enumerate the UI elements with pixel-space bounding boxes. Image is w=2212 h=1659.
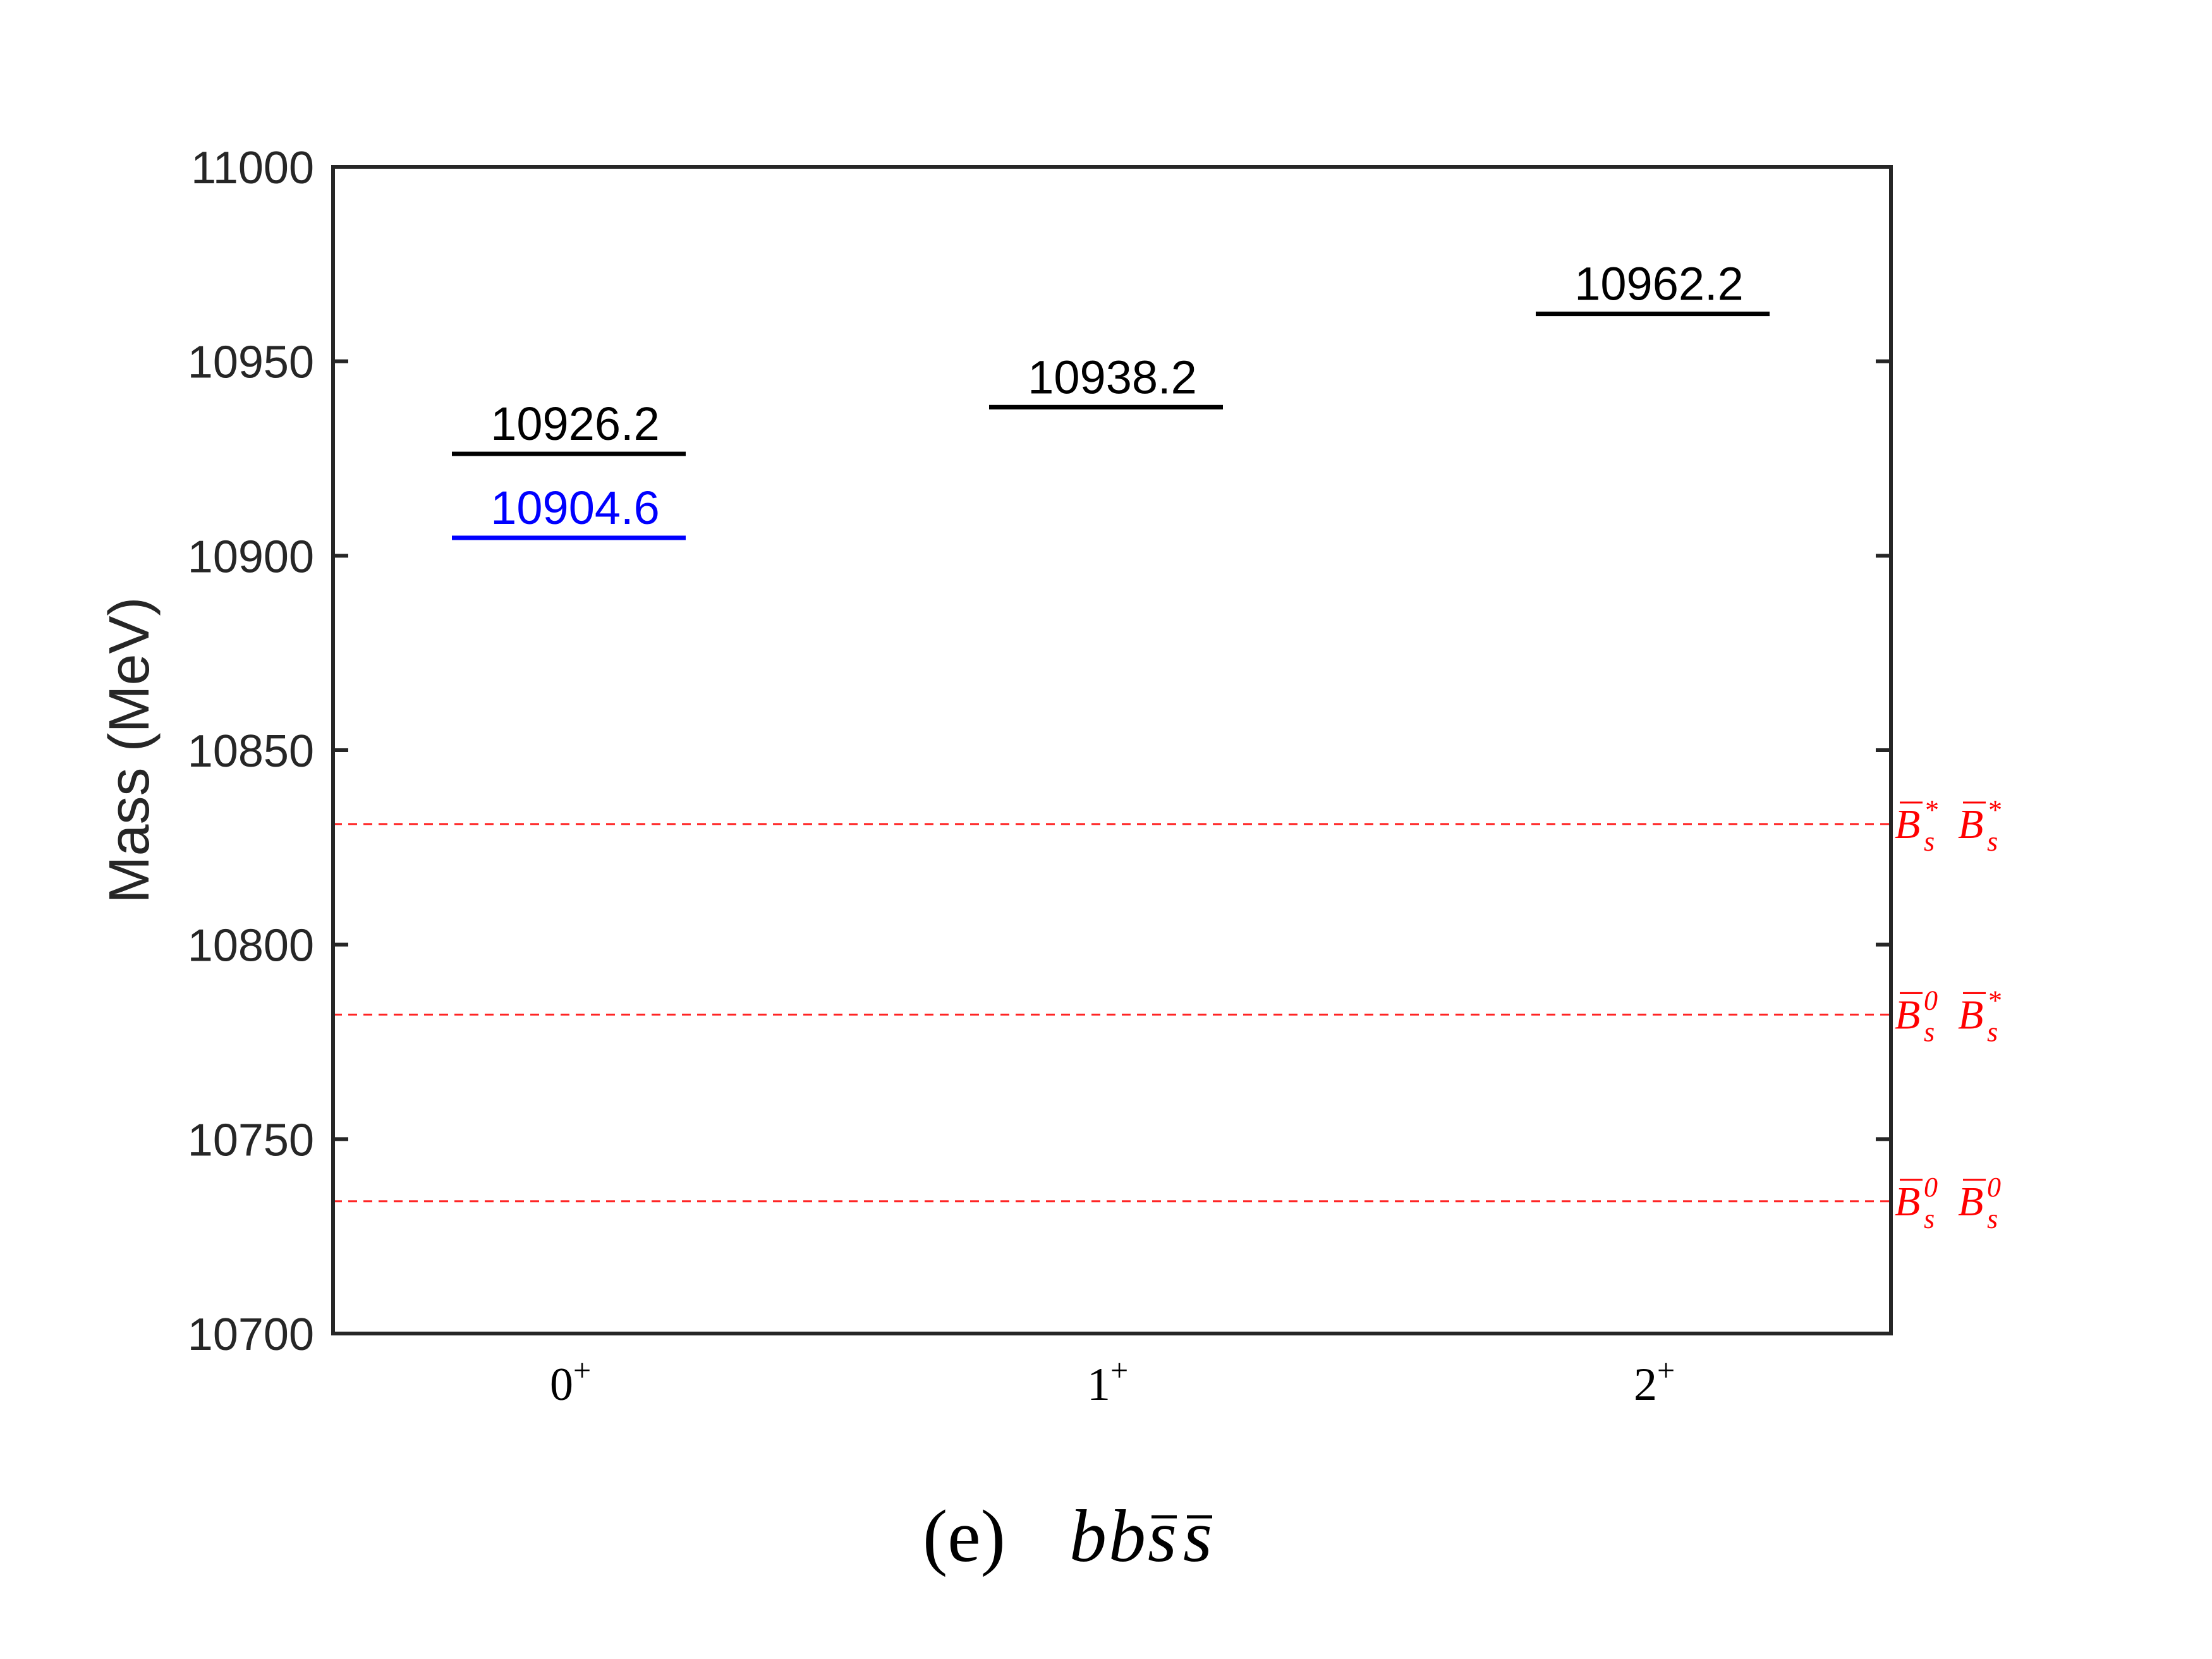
threshold-label-base: B xyxy=(1895,801,1920,848)
threshold-label-base: B xyxy=(1958,801,1983,848)
threshold-lines xyxy=(333,823,1891,1203)
threshold-label-sup: 0 xyxy=(1987,1172,2001,1203)
threshold-label-sub: s xyxy=(1924,826,1935,857)
figure-caption: (e) b b s s xyxy=(923,1495,1212,1577)
level-lines: 10926.2 10904.6 10938.2 10962.2 xyxy=(452,258,1770,540)
y-tick-label: 10700 xyxy=(188,1310,314,1360)
threshold-label: B 0s B 0s xyxy=(1895,1172,2001,1234)
x-axis-category-labels: 0+ 1+ 2+ xyxy=(550,1352,1675,1411)
plot-area-frame xyxy=(331,165,1893,1335)
level-value-label: 10904.6 xyxy=(490,482,660,534)
threshold-label: B 0s B *s xyxy=(1895,985,2001,1047)
level-value-label: 10926.2 xyxy=(490,398,660,450)
threshold-label-sup: * xyxy=(1924,794,1938,825)
threshold-labels: B *s B *sB 0s B *sB 0s B 0s xyxy=(1895,794,2001,1234)
threshold-label-sub: s xyxy=(1924,1203,1935,1234)
threshold-label-sup: 0 xyxy=(1924,985,1938,1016)
threshold-label-base: B xyxy=(1895,992,1920,1038)
threshold-label-sup: * xyxy=(1987,985,2001,1016)
caption-symbol: b xyxy=(1109,1495,1146,1577)
y-tick-label: 10750 xyxy=(188,1115,314,1165)
y-tick-label: 10900 xyxy=(188,532,314,582)
threshold-label: B *s B *s xyxy=(1895,794,2001,857)
level-value-label: 10962.2 xyxy=(1574,258,1744,310)
y-tick-label: 11000 xyxy=(191,143,314,193)
y-tick-label: 10850 xyxy=(188,726,314,777)
level-value-label: 10938.2 xyxy=(1028,351,1197,403)
threshold-label-sub: s xyxy=(1987,1203,1998,1234)
threshold-label-sub: s xyxy=(1987,1016,1998,1047)
y-tick-label: 10950 xyxy=(188,337,314,388)
y-axis-label: Mass (MeV) xyxy=(98,597,161,903)
y-tick-label: 10800 xyxy=(188,921,314,971)
caption-prefix: (e) xyxy=(923,1495,1006,1577)
threshold-label-sub: s xyxy=(1924,1016,1935,1047)
caption-symbol: s xyxy=(1183,1495,1212,1577)
caption-symbol: b xyxy=(1069,1495,1107,1577)
threshold-label-sup: * xyxy=(1987,794,2001,825)
x-category-label: 1+ xyxy=(1087,1352,1128,1411)
y-axis-ticks: 10700 10750 10800 10850 10900 10950 11000 xyxy=(188,143,1891,1360)
x-category-label: 2+ xyxy=(1634,1352,1675,1411)
x-category-label: 0+ xyxy=(550,1352,591,1411)
threshold-label-base: B xyxy=(1895,1179,1920,1225)
threshold-label-sub: s xyxy=(1987,826,1998,857)
threshold-label-base: B xyxy=(1958,1179,1983,1225)
threshold-label-sup: 0 xyxy=(1924,1172,1938,1203)
caption-symbol: s xyxy=(1148,1495,1177,1577)
threshold-label-base: B xyxy=(1958,992,1983,1038)
